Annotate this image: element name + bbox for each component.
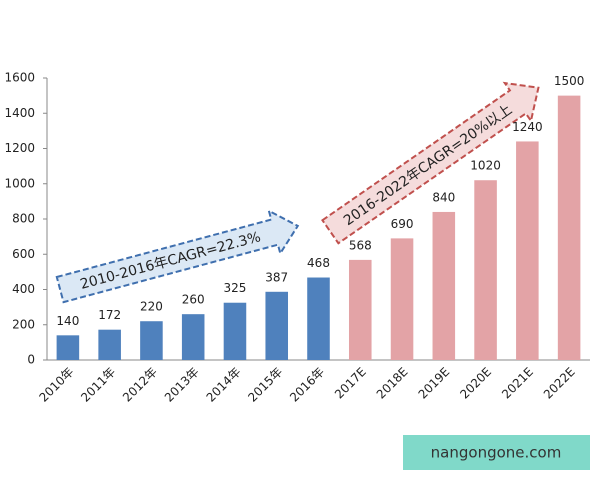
data-label: 172 bbox=[98, 308, 121, 322]
data-label: 1020 bbox=[470, 159, 501, 173]
x-tick-label: 2012年 bbox=[120, 365, 160, 405]
bar bbox=[140, 321, 163, 360]
data-label: 140 bbox=[56, 314, 79, 328]
y-tick-label: 1600 bbox=[4, 71, 35, 85]
x-tick-label: 2014年 bbox=[204, 365, 244, 405]
y-tick-label: 400 bbox=[12, 282, 35, 296]
data-label: 1240 bbox=[512, 120, 543, 134]
data-label: 840 bbox=[432, 190, 455, 204]
bar bbox=[56, 335, 80, 360]
data-label: 1500 bbox=[554, 74, 585, 88]
y-tick-label: 1200 bbox=[4, 141, 35, 155]
bar bbox=[223, 302, 247, 360]
y-tick-label: 1000 bbox=[4, 176, 35, 190]
bar bbox=[557, 95, 581, 360]
x-tick-label: 2021E bbox=[499, 365, 536, 402]
bar bbox=[516, 141, 539, 360]
y-tick-label: 1400 bbox=[4, 106, 35, 120]
y-tick-label: 200 bbox=[12, 317, 35, 331]
data-label: 568 bbox=[349, 238, 372, 252]
x-tick-label: 2015年 bbox=[245, 365, 285, 405]
data-label: 325 bbox=[224, 281, 247, 295]
y-tick-label: 0 bbox=[27, 353, 35, 367]
bar bbox=[348, 259, 372, 360]
x-tick-label: 2017E bbox=[332, 365, 369, 402]
x-tick-label: 2022E bbox=[541, 365, 578, 402]
arrow-shape bbox=[321, 81, 540, 245]
x-tick-label: 2010年 bbox=[36, 365, 76, 405]
data-label: 468 bbox=[307, 256, 330, 270]
y-tick-label: 800 bbox=[12, 212, 35, 226]
bar bbox=[432, 211, 456, 360]
bar bbox=[98, 329, 121, 360]
x-tick-label: 2011年 bbox=[78, 365, 118, 405]
bar bbox=[390, 238, 414, 360]
bar bbox=[474, 180, 497, 360]
arrow-shape bbox=[55, 208, 300, 304]
x-tick-label: 2018E bbox=[374, 365, 411, 402]
y-tick-label: 600 bbox=[12, 247, 35, 261]
data-label: 260 bbox=[182, 293, 205, 307]
watermark-box bbox=[403, 435, 590, 470]
data-label: 220 bbox=[140, 300, 163, 314]
x-tick-label: 2019E bbox=[416, 365, 453, 402]
x-tick-label: 2020E bbox=[457, 365, 494, 402]
bar bbox=[307, 277, 330, 360]
data-label: 387 bbox=[265, 270, 288, 284]
watermark: nangongone.com bbox=[431, 444, 562, 462]
bar bbox=[181, 314, 205, 360]
bar bbox=[265, 291, 289, 360]
x-tick-label: 2013年 bbox=[162, 365, 202, 405]
data-label: 690 bbox=[391, 217, 414, 231]
x-tick-label: 2016年 bbox=[287, 365, 327, 405]
